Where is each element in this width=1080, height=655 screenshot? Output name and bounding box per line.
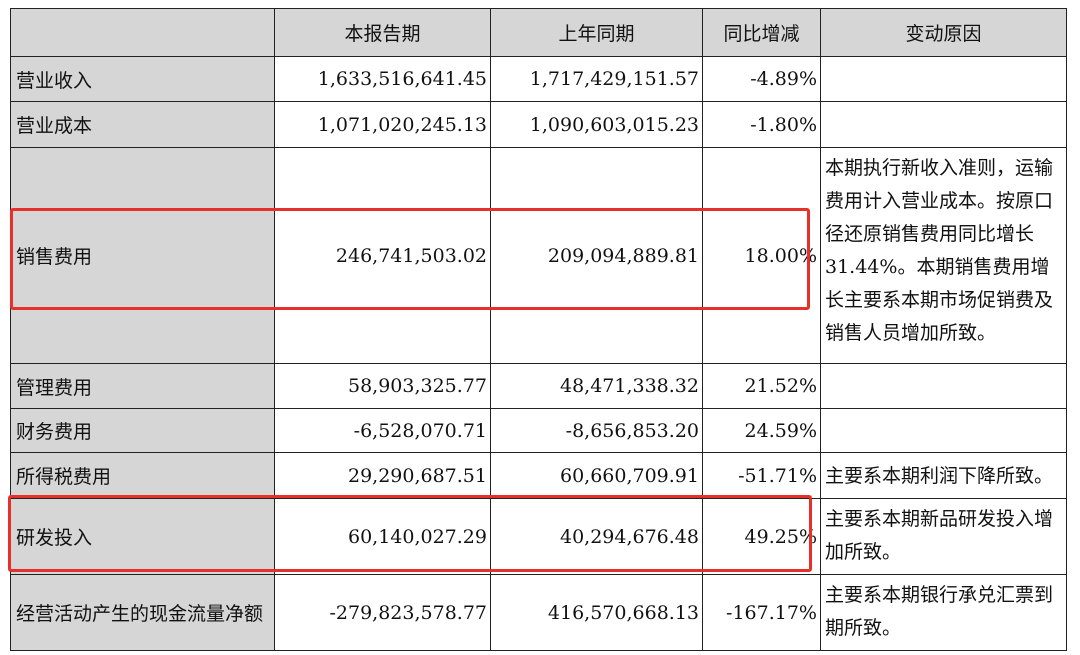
- header-change: 同比增减: [702, 8, 821, 57]
- table-row: 管理费用 58,903,325.77 48,471,338.32 21.52%: [10, 363, 1067, 409]
- reason-text: 主要系本期新品研发投入增加所致。: [820, 498, 1067, 575]
- reason-text: [820, 101, 1067, 148]
- current-value: 246,741,503.02: [274, 147, 491, 364]
- change-value: 24.59%: [702, 408, 821, 453]
- reason-text: 主要系本期利润下降所致。: [820, 452, 1067, 499]
- change-value: 18.00%: [702, 147, 821, 364]
- change-value: -4.89%: [702, 56, 821, 102]
- current-value: 58,903,325.77: [274, 363, 491, 409]
- table-row: 财务费用 -6,528,070.71 -8,656,853.20 24.59%: [10, 408, 1067, 453]
- header-previous: 上年同期: [490, 8, 703, 57]
- change-value: -167.17%: [702, 574, 821, 651]
- previous-value: 209,094,889.81: [490, 147, 703, 364]
- row-label: 营业成本: [10, 101, 275, 148]
- change-value: -51.71%: [702, 452, 821, 499]
- current-value: 60,140,027.29: [274, 498, 491, 575]
- row-label: 销售费用: [10, 147, 275, 364]
- header-item: [10, 8, 275, 57]
- row-label: 管理费用: [10, 363, 275, 409]
- current-value: -6,528,070.71: [274, 408, 491, 453]
- header-current: 本报告期: [274, 8, 491, 57]
- previous-value: -8,656,853.20: [490, 408, 703, 453]
- previous-value: 1,090,603,015.23: [490, 101, 703, 148]
- reason-text: [820, 56, 1067, 102]
- table-row: 营业收入 1,633,516,641.45 1,717,429,151.57 -…: [10, 56, 1067, 102]
- change-value: 49.25%: [702, 498, 821, 575]
- financial-table: 本报告期 上年同期 同比增减 变动原因 营业收入 1,633,516,641.4…: [10, 8, 1067, 651]
- table-row: 所得税费用 29,290,687.51 60,660,709.91 -51.71…: [10, 452, 1067, 499]
- change-value: 21.52%: [702, 363, 821, 409]
- previous-value: 60,660,709.91: [490, 452, 703, 499]
- row-label: 所得税费用: [10, 452, 275, 499]
- row-label: 营业收入: [10, 56, 275, 102]
- row-label: 研发投入: [10, 498, 275, 575]
- row-label: 财务费用: [10, 408, 275, 453]
- reason-text: [820, 363, 1067, 409]
- current-value: 1,633,516,641.45: [274, 56, 491, 102]
- header-row: 本报告期 上年同期 同比增减 变动原因: [10, 8, 1067, 57]
- table-row: 研发投入 60,140,027.29 40,294,676.48 49.25% …: [10, 498, 1067, 575]
- previous-value: 40,294,676.48: [490, 498, 703, 575]
- current-value: -279,823,578.77: [274, 574, 491, 651]
- previous-value: 48,471,338.32: [490, 363, 703, 409]
- reason-text: [820, 408, 1067, 453]
- reason-text: 主要系本期银行承兑汇票到期所致。: [820, 574, 1067, 651]
- row-label: 经营活动产生的现金流量净额: [10, 574, 275, 651]
- table-row: 销售费用 246,741,503.02 209,094,889.81 18.00…: [10, 147, 1067, 364]
- header-reason: 变动原因: [820, 8, 1067, 57]
- current-value: 29,290,687.51: [274, 452, 491, 499]
- previous-value: 416,570,668.13: [490, 574, 703, 651]
- reason-text: 本期执行新收入准则，运输费用计入营业成本。按原口径还原销售费用同比增长31.44…: [820, 147, 1067, 364]
- current-value: 1,071,020,245.13: [274, 101, 491, 148]
- previous-value: 1,717,429,151.57: [490, 56, 703, 102]
- table-row: 营业成本 1,071,020,245.13 1,090,603,015.23 -…: [10, 101, 1067, 148]
- table-row: 经营活动产生的现金流量净额 -279,823,578.77 416,570,66…: [10, 574, 1067, 651]
- change-value: -1.80%: [702, 101, 821, 148]
